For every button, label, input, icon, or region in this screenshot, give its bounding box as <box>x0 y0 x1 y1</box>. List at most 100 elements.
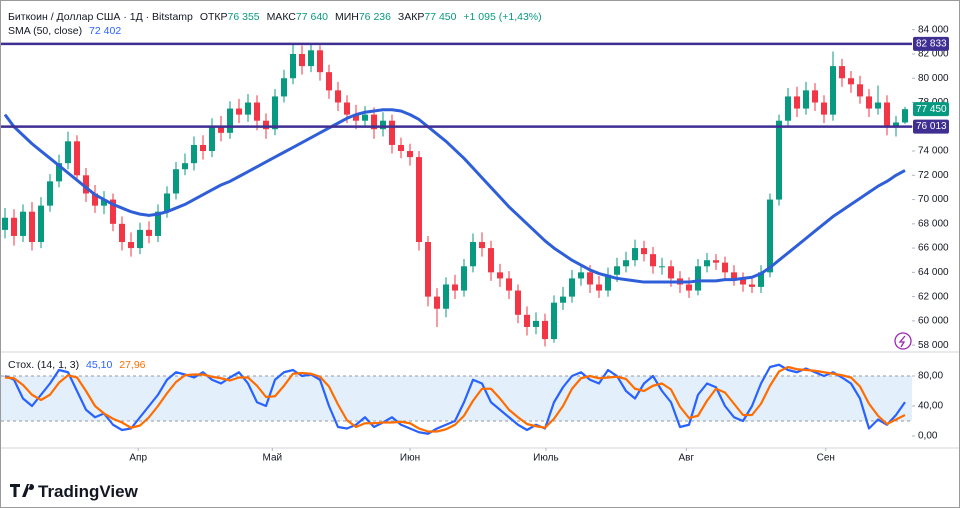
level-tag-label: 82 833 <box>916 39 947 50</box>
candle-body <box>83 175 89 194</box>
candle-body <box>803 90 809 109</box>
stoch-k-line <box>4 363 906 435</box>
y-tick-label: 60 000 <box>918 316 949 327</box>
x-tick-label: Май <box>263 453 283 464</box>
candle-body <box>263 120 269 130</box>
candle-body <box>659 266 665 268</box>
candle-body <box>155 211 161 236</box>
candle-body <box>578 272 584 279</box>
candle-body <box>38 205 44 243</box>
candle-body <box>749 284 755 287</box>
alert-icon[interactable] <box>894 332 912 350</box>
candle-body <box>650 254 656 267</box>
low-value: 76 236 <box>358 11 391 23</box>
candle-body <box>416 157 422 243</box>
candle-body <box>47 181 53 206</box>
candle-body <box>371 114 377 130</box>
candle-body <box>353 114 359 121</box>
y-tick-label: 68 000 <box>918 218 949 229</box>
stoch-tick-label: 0,00 <box>918 431 938 442</box>
candle-body <box>173 169 179 194</box>
candle-body <box>398 144 404 152</box>
y-tick-label: 82 000 <box>918 49 949 60</box>
y-tick-label: 58 000 <box>918 340 949 351</box>
candle-body <box>272 96 278 130</box>
candle-body <box>812 90 818 103</box>
y-tick-label: 66 000 <box>918 243 949 254</box>
candle-body <box>227 108 233 133</box>
candle-body <box>821 102 827 115</box>
stoch-k-value: 45,10 <box>86 359 113 371</box>
candle-body <box>794 96 800 109</box>
candle-body <box>596 284 602 291</box>
candle-body <box>245 102 251 115</box>
candle-body <box>11 217 17 236</box>
candle-body <box>866 96 872 109</box>
candle-body <box>20 211 26 236</box>
candle-body <box>2 217 8 230</box>
candle-body <box>128 242 134 249</box>
candle-body <box>362 114 368 121</box>
candle-body <box>74 141 80 176</box>
candle-body <box>425 242 431 297</box>
candle-body <box>767 199 773 273</box>
candle-body <box>857 84 863 97</box>
candle-body <box>839 66 845 79</box>
candle-body <box>308 50 314 67</box>
candle-body <box>497 272 503 279</box>
candle-body <box>722 262 728 273</box>
stoch-name: Стох. (14, 1, 3) <box>8 359 80 371</box>
stoch-band <box>1 376 912 421</box>
y-tick-label: 84 000 <box>918 24 949 35</box>
candle-body <box>281 78 287 97</box>
candle-body <box>560 296 566 303</box>
candle-body <box>533 320 539 327</box>
sma-value: 72 402 <box>89 25 122 37</box>
stoch-d-line <box>4 365 906 433</box>
stoch-tick-label: 80,00 <box>918 371 943 382</box>
y-tick-label: 72 000 <box>918 170 949 181</box>
candle-body <box>146 229 152 236</box>
candle-body <box>218 126 224 133</box>
candle-body <box>569 278 575 297</box>
candle-body <box>434 296 440 309</box>
candle-body <box>326 72 332 91</box>
candle-body <box>731 272 737 279</box>
candle-body <box>758 272 764 287</box>
close-value: 77 450 <box>424 11 457 23</box>
header-line: Биткоин / Доллар США · 1Д · Bitstamp ОТК… <box>8 11 546 23</box>
x-tick-label: Апр <box>129 453 147 464</box>
candle-body <box>641 248 647 255</box>
candle-body <box>875 102 881 109</box>
candle-body <box>461 266 467 291</box>
y-tick-label: 80 000 <box>918 73 949 84</box>
high-value: 77 640 <box>295 11 329 23</box>
x-tick-label: Июль <box>533 453 559 464</box>
candle-body <box>587 272 593 285</box>
x-tick-label: Сен <box>817 453 835 464</box>
candle-body <box>254 102 260 121</box>
candle-body <box>335 90 341 103</box>
open-label: ОТКР <box>199 11 228 23</box>
candle-body <box>488 248 494 273</box>
sma-line <box>3 108 906 284</box>
open-value: 76 355 <box>227 11 260 23</box>
candle-body <box>902 109 908 123</box>
candle-body <box>884 102 890 127</box>
candle-body <box>200 144 206 152</box>
level-tag <box>913 119 949 134</box>
candle-body <box>623 260 629 267</box>
candle-body <box>713 260 719 263</box>
candle-body <box>92 193 98 206</box>
candle-body <box>290 53 296 79</box>
high-label: МАКС <box>266 11 296 23</box>
candle-body <box>191 144 197 164</box>
candle-body <box>209 126 215 152</box>
candle-body <box>515 290 521 315</box>
candle-body <box>407 151 413 158</box>
x-tick-label: Авг <box>678 453 694 464</box>
candle-body <box>137 229 143 249</box>
candle-body <box>848 78 854 85</box>
